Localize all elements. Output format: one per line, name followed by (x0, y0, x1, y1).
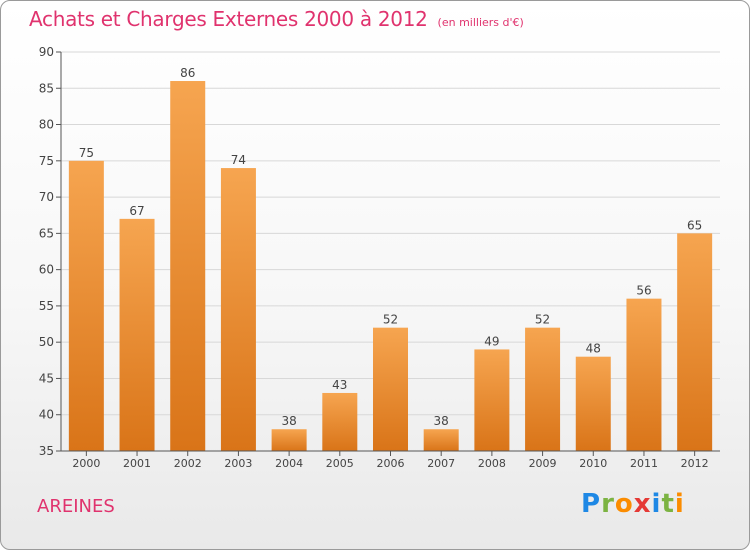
bar (626, 298, 662, 451)
bar-value-label: 38 (281, 414, 296, 428)
y-tick-label: 80 (39, 118, 54, 132)
labels: 35 40 45 50 55 60 65 70 75 80 85 90 75 2000 67 2001 86 20… (39, 45, 709, 470)
y-tick-label: 90 (39, 45, 54, 59)
x-tick-label: 2006 (377, 457, 405, 470)
chart-title-main: Achats et Charges Externes 2000 à 2012 (29, 7, 428, 31)
bar-value-label: 38 (434, 414, 449, 428)
proxiti-logo: Proxiti (581, 489, 685, 519)
x-tick-label: 2004 (275, 457, 303, 470)
chart-title-unit: (en milliers d'€) (437, 16, 524, 29)
y-tick-label: 55 (39, 299, 54, 313)
logo-letter: t (661, 489, 675, 519)
x-tick-label: 2007 (427, 457, 455, 470)
bar-value-label: 43 (332, 378, 347, 392)
bar-value-label: 56 (636, 284, 651, 298)
bar-value-label: 49 (484, 334, 499, 348)
bar (474, 349, 510, 451)
bar (525, 327, 561, 451)
logo-letter: P (581, 489, 602, 519)
bar (677, 233, 713, 451)
bar-value-label: 86 (180, 66, 195, 80)
x-tick-label: 2003 (224, 457, 252, 470)
bar-value-label: 67 (129, 204, 144, 218)
x-tick-label: 2005 (326, 457, 354, 470)
bar (373, 327, 408, 451)
commune-name: AREINES (37, 496, 115, 517)
y-tick-label: 40 (39, 408, 54, 422)
bar-value-label: 48 (586, 342, 601, 356)
bar (322, 392, 358, 451)
logo-letter: o (614, 489, 634, 519)
bar-value-label: 74 (231, 153, 246, 167)
bar-value-label: 52 (535, 313, 550, 327)
y-tick-label: 75 (39, 154, 54, 168)
bar-value-label: 52 (383, 313, 398, 327)
logo-letter: i (674, 489, 685, 519)
bar (575, 356, 611, 451)
bar (119, 218, 155, 451)
bar-value-label: 75 (79, 146, 94, 160)
y-tick-label: 45 (39, 371, 54, 385)
x-tick-label: 2009 (529, 457, 557, 470)
y-tick-label: 65 (39, 226, 54, 240)
x-tick-label: 2001 (123, 457, 151, 470)
x-tick-label: 2000 (72, 457, 100, 470)
bar-value-label: 65 (687, 218, 702, 232)
logo-letter: r (601, 489, 615, 519)
bar (170, 81, 206, 451)
x-tick-label: 2010 (579, 457, 607, 470)
logo-letter: i (651, 489, 662, 519)
y-tick-label: 35 (39, 444, 54, 458)
axes (56, 51, 720, 456)
bars (68, 81, 713, 451)
y-tick-label: 70 (39, 190, 54, 204)
y-tick-label: 60 (39, 263, 54, 277)
bar (68, 160, 104, 451)
x-tick-label: 2002 (174, 457, 202, 470)
x-tick-label: 2008 (478, 457, 506, 470)
x-tick-label: 2011 (630, 457, 658, 470)
bar (271, 429, 307, 451)
chart-title: Achats et Charges Externes 2000 à 2012 (e… (29, 7, 524, 31)
bar (220, 168, 256, 451)
bar (423, 429, 459, 451)
y-tick-label: 50 (39, 335, 54, 349)
y-tick-label: 85 (39, 81, 54, 95)
x-tick-label: 2012 (681, 457, 709, 470)
logo-letter: x (633, 489, 652, 519)
